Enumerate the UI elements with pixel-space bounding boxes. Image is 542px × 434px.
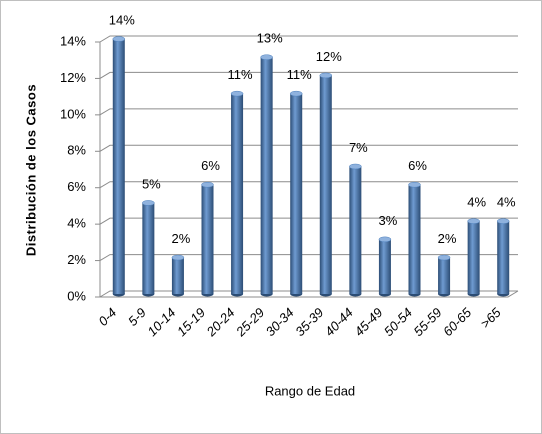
bar: [438, 257, 451, 294]
value-label: 6%: [201, 158, 220, 173]
grid-line: [99, 181, 518, 189]
bar-cap: [378, 236, 392, 243]
bar-cap: [319, 72, 333, 79]
bar: [290, 93, 303, 295]
bar-cap: [230, 90, 244, 97]
grid-line: [99, 71, 518, 79]
bar-cap: [171, 254, 185, 261]
bar: [231, 93, 244, 295]
bar: [201, 184, 214, 294]
y-tick-label: 4%: [67, 216, 86, 231]
bar-cap: [260, 54, 273, 60]
value-label: 4%: [497, 195, 516, 210]
value-label: 4%: [467, 195, 486, 210]
bar-cap: [467, 218, 480, 224]
grid-line: [99, 217, 518, 225]
value-label: 7%: [349, 140, 368, 155]
y-tick-label: 14%: [60, 33, 86, 48]
y-tick-label: 10%: [60, 106, 86, 121]
bar-cap: [201, 181, 214, 188]
bar: [171, 257, 184, 294]
value-label: 14%: [109, 12, 135, 27]
value-label: 2%: [438, 231, 457, 246]
bar-cap: [112, 36, 126, 42]
bar: [260, 57, 273, 294]
value-label: 12%: [316, 49, 342, 64]
value-label: 3%: [379, 213, 398, 228]
bar-cap: [496, 218, 510, 224]
value-label: 2%: [172, 231, 191, 246]
bar: [408, 184, 421, 294]
x-axis-label: Rango de Edad: [265, 383, 355, 398]
floor: [100, 290, 519, 298]
grid-line: [99, 144, 518, 152]
bar: [349, 166, 362, 294]
y-tick-label: 8%: [67, 143, 86, 158]
bar-cap: [142, 200, 155, 206]
bar-cap: [289, 90, 303, 97]
value-label: 13%: [257, 31, 283, 46]
bar: [319, 75, 332, 294]
value-label: 6%: [408, 158, 427, 173]
y-tick-label: 0%: [67, 288, 86, 303]
y-tick-label: 2%: [67, 252, 86, 267]
value-label: 5%: [142, 176, 161, 191]
value-label: 11%: [287, 67, 312, 82]
y-tick-label: 6%: [67, 179, 86, 194]
y-axis-label: Distribución de los Casos: [23, 84, 38, 256]
bar-cap: [408, 181, 421, 188]
bar: [497, 221, 510, 294]
bar-cap: [349, 163, 362, 170]
bar: [142, 202, 155, 294]
y-tick-label: 12%: [60, 70, 86, 85]
bar: [112, 39, 125, 294]
bar-cap: [437, 254, 451, 261]
bar: [467, 221, 480, 294]
bar: [378, 239, 391, 294]
grid-line: [99, 108, 518, 116]
value-label: 11%: [228, 67, 253, 82]
grid-line: [99, 35, 518, 43]
